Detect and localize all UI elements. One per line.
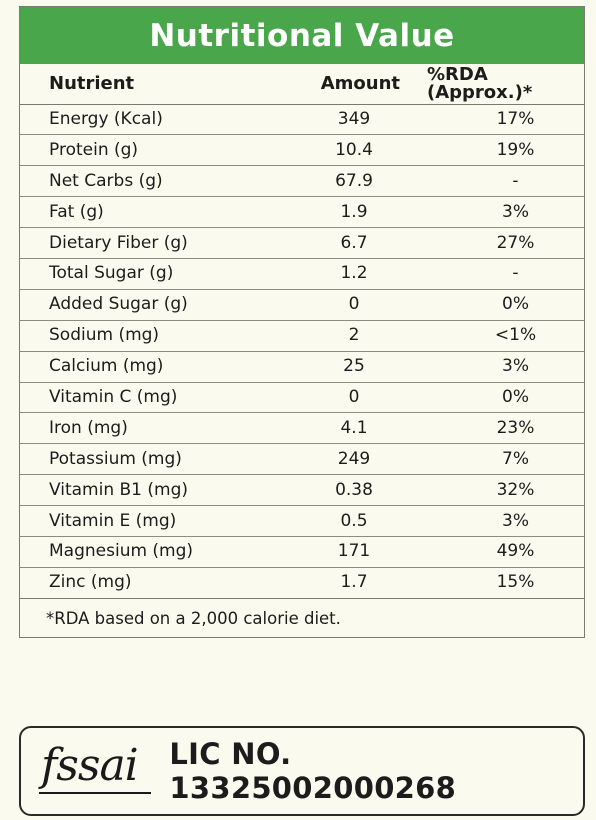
nutrient-cell: Added Sugar (g) (20, 289, 273, 321)
table-row: Energy (Kcal) 349 17% (20, 104, 584, 136)
nutrient-cell: Vitamin B1 (mg) (20, 474, 273, 507)
table-row: Vitamin C (mg) 0 0% (20, 382, 584, 414)
nutrition-panel: Nutritional Value Nutrient Amount %RDA (… (19, 6, 585, 638)
amount-cell: 249 (273, 443, 405, 476)
nutrient-cell: Total Sugar (g) (20, 258, 273, 290)
license-number: LIC NO. 13325002000268 (169, 737, 457, 805)
amount-cell: 0 (273, 289, 405, 321)
amount-cell: 67.9 (273, 165, 405, 198)
rda-cell: 17% (405, 104, 584, 136)
header-row: Nutrient Amount %RDA (Approx.)* (20, 64, 584, 105)
table-row: Iron (mg) 4.1 23% (20, 412, 584, 445)
table-row: Added Sugar (g) 0 0% (20, 289, 584, 321)
table-row: Zinc (mg) 1.7 15% (20, 567, 584, 599)
nutrient-cell: Energy (Kcal) (20, 104, 273, 136)
fssai-logo-underline (39, 792, 151, 794)
table-row: Net Carbs (g) 67.9 - (20, 165, 584, 198)
rda-cell: 19% (405, 134, 584, 167)
table-row: Magnesium (mg) 171 49% (20, 536, 584, 568)
rda-cell: 0% (405, 382, 584, 414)
rda-cell: 32% (405, 474, 584, 507)
title-bar: Nutritional Value (20, 7, 584, 64)
table-row: Calcium (mg) 25 3% (20, 351, 584, 383)
amount-cell: 1.7 (273, 567, 405, 599)
table-row: Sodium (mg) 2 <1% (20, 320, 584, 352)
rda-cell: 3% (405, 351, 584, 383)
table-row: Total Sugar (g) 1.2 - (20, 258, 584, 290)
table-row: Potassium (mg) 249 7% (20, 443, 584, 476)
nutrient-cell: Net Carbs (g) (20, 165, 273, 198)
header-nutrient: Nutrient (20, 64, 273, 105)
amount-cell: 25 (273, 351, 405, 383)
table-row: Dietary Fiber (g) 6.7 27% (20, 227, 584, 259)
table-row: Fat (g) 1.9 3% (20, 196, 584, 229)
nutrient-cell: Sodium (mg) (20, 320, 273, 352)
nutrient-cell: Potassium (mg) (20, 443, 273, 476)
amount-cell: 349 (273, 104, 405, 136)
amount-cell: 4.1 (273, 412, 405, 445)
amount-cell: 10.4 (273, 134, 405, 167)
rda-cell: - (405, 165, 584, 198)
header-amount: Amount (273, 64, 405, 105)
rda-footnote: *RDA based on a 2,000 calorie diet. (46, 609, 341, 629)
nutrition-table: Nutrient Amount %RDA (Approx.)* Energy (… (20, 64, 584, 599)
rda-cell: 49% (405, 536, 584, 568)
rda-cell: 3% (405, 196, 584, 229)
table-row: Vitamin B1 (mg) 0.38 32% (20, 474, 584, 507)
rda-cell: - (405, 258, 584, 290)
amount-cell: 0.5 (273, 505, 405, 537)
fssai-license-box: fssai LIC NO. 13325002000268 (19, 726, 585, 816)
nutrient-cell: Protein (g) (20, 134, 273, 167)
amount-cell: 0 (273, 382, 405, 414)
amount-cell: 0.38 (273, 474, 405, 507)
amount-cell: 1.9 (273, 196, 405, 229)
header-rda: %RDA (Approx.)* (405, 64, 584, 105)
fssai-logo-text: fssai (41, 740, 139, 791)
nutrient-cell: Fat (g) (20, 196, 273, 229)
rda-cell: <1% (405, 320, 584, 352)
rda-cell: 0% (405, 289, 584, 321)
nutrient-cell: Dietary Fiber (g) (20, 227, 273, 259)
rda-cell: 7% (405, 443, 584, 476)
table-row: Protein (g) 10.4 19% (20, 134, 584, 167)
amount-cell: 171 (273, 536, 405, 568)
rda-cell: 23% (405, 412, 584, 445)
panel-title: Nutritional Value (149, 17, 455, 54)
rda-cell: 27% (405, 227, 584, 259)
amount-cell: 1.2 (273, 258, 405, 290)
nutrient-cell: Magnesium (mg) (20, 536, 273, 568)
rda-cell: 15% (405, 567, 584, 599)
amount-cell: 2 (273, 320, 405, 352)
nutrient-cell: Vitamin E (mg) (20, 505, 273, 537)
amount-cell: 6.7 (273, 227, 405, 259)
table-row: Vitamin E (mg) 0.5 3% (20, 505, 584, 537)
fssai-logo: fssai (37, 736, 155, 806)
nutrient-cell: Zinc (mg) (20, 567, 273, 599)
nutrient-cell: Vitamin C (mg) (20, 382, 273, 414)
nutrient-cell: Iron (mg) (20, 412, 273, 445)
rda-cell: 3% (405, 505, 584, 537)
nutrient-cell: Calcium (mg) (20, 351, 273, 383)
